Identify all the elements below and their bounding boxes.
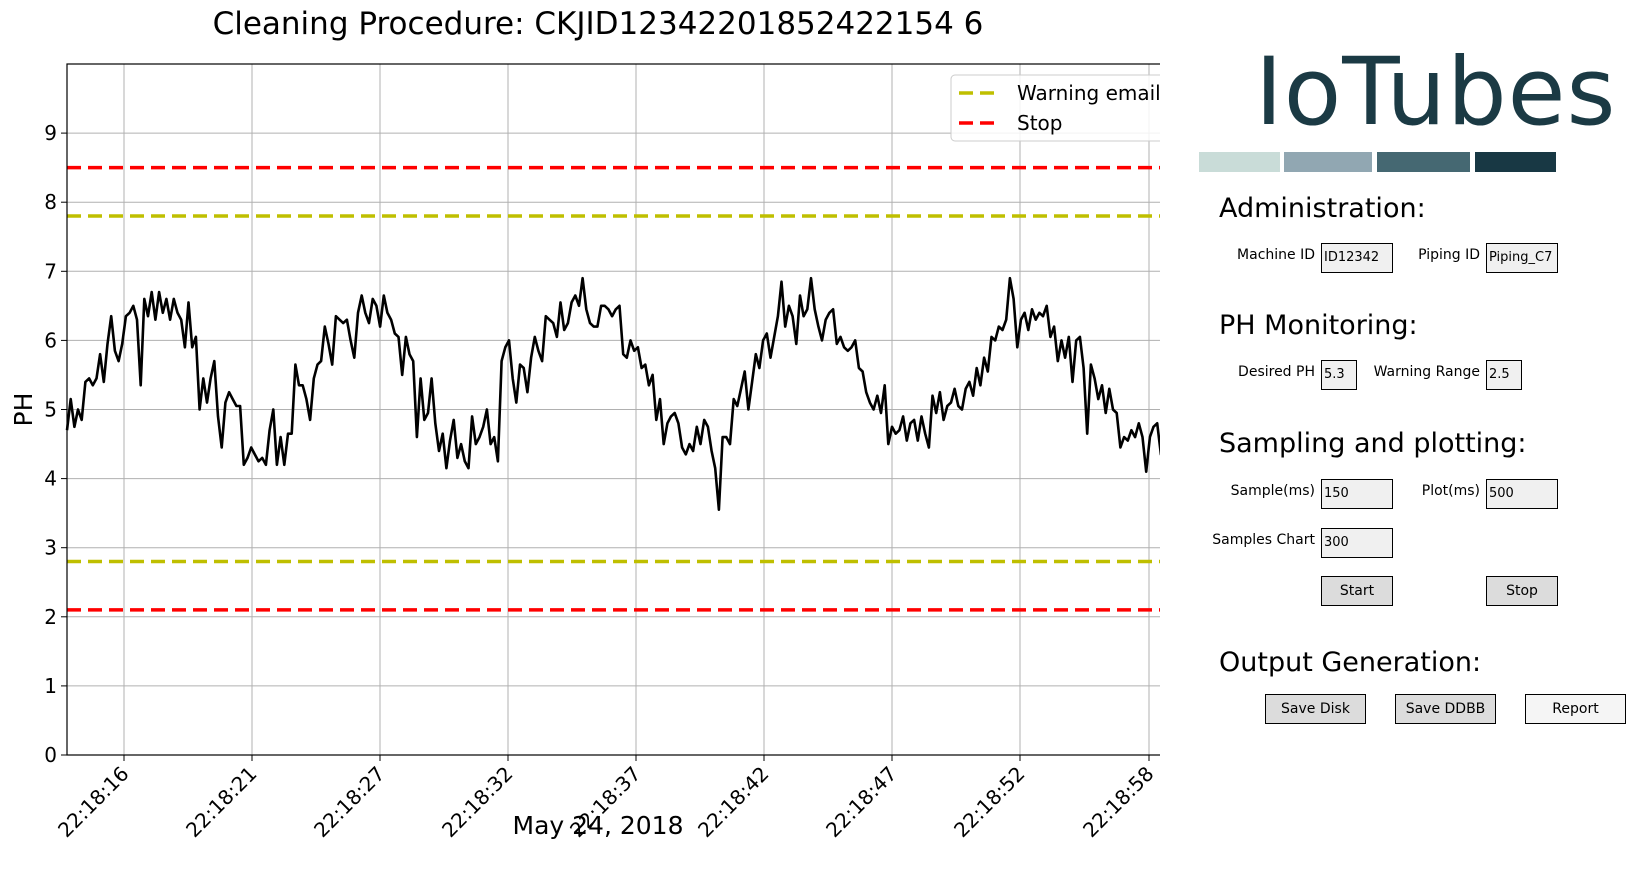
y-axis-ticks: 0 1 2 3 4 5 6 7 8 9 (44, 121, 67, 767)
plot-ms-label: Plot(ms) (1421, 483, 1480, 499)
piping-id-label: Piping ID (1418, 247, 1480, 263)
plot-ms-field[interactable]: 500 (1486, 479, 1558, 509)
save-disk-button[interactable]: Save Disk (1265, 694, 1366, 724)
x-tick-label: 22:18:16 (53, 762, 133, 842)
piping-id-field[interactable]: Piping_C7 (1486, 243, 1558, 273)
y-tick-label: 9 (44, 121, 57, 145)
machine-id-label: Machine ID (1237, 247, 1315, 263)
logo-swatch-2 (1284, 152, 1372, 172)
samples-chart-label: Samples Chart (1212, 532, 1315, 548)
chart-legend: Warning email Stop (950, 74, 1160, 142)
x-axis-label: May 24, 2018 (513, 811, 684, 840)
logo-swatch-4 (1475, 152, 1556, 172)
save-ddbb-button[interactable]: Save DDBB (1395, 694, 1496, 724)
x-tick-label: 22:18:47 (821, 762, 901, 842)
y-tick-label: 7 (44, 259, 57, 283)
ph-monitoring-title: PH Monitoring: (1219, 310, 1418, 341)
ph-chart: Cleaning Procedure: CKJID123422018524221… (9, 6, 1160, 842)
stop-button[interactable]: Stop (1486, 576, 1558, 606)
start-button[interactable]: Start (1321, 576, 1393, 606)
x-tick-label: 22:18:27 (309, 762, 389, 842)
chart-title: Cleaning Procedure: CKJID123422018524221… (213, 6, 984, 42)
threshold-lines (67, 165, 1160, 612)
ph-line (65, 276, 1160, 511)
x-tick-label: 22:18:58 (1078, 762, 1158, 842)
y-tick-label: 2 (44, 605, 57, 629)
legend-label: Stop (1017, 111, 1062, 135)
chart-grid (67, 64, 1160, 756)
logo-swatch-1 (1199, 152, 1280, 172)
desired-ph-field[interactable]: 5.3 (1321, 360, 1357, 390)
samples-chart-field[interactable]: 300 (1321, 528, 1393, 558)
sampling-title: Sampling and plotting: (1219, 428, 1527, 459)
y-tick-label: 5 (44, 398, 57, 422)
report-button[interactable]: Report (1525, 694, 1626, 724)
y-tick-label: 8 (44, 190, 57, 214)
y-tick-label: 6 (44, 328, 57, 352)
sample-ms-label: Sample(ms) (1230, 483, 1315, 499)
output-title: Output Generation: (1219, 647, 1482, 678)
warning-range-field[interactable]: 2.5 (1486, 360, 1522, 390)
ph-series (65, 276, 1160, 511)
sample-ms-field[interactable]: 150 (1321, 479, 1393, 509)
legend-label: Warning email (1017, 81, 1160, 105)
y-tick-label: 4 (44, 467, 57, 491)
x-tick-label: 22:18:42 (693, 762, 773, 842)
y-tick-label: 1 (44, 674, 57, 698)
legend-box (950, 74, 1160, 142)
administration-title: Administration: (1219, 193, 1426, 224)
y-tick-label: 0 (44, 743, 57, 767)
y-tick-label: 3 (44, 536, 57, 560)
x-tick-label: 22:18:32 (437, 762, 517, 842)
y-axis-label: PH (9, 393, 38, 427)
machine-id-field[interactable]: ID12342 (1321, 243, 1393, 273)
x-tick-label: 22:18:52 (949, 762, 1029, 842)
x-tick-label: 22:18:21 (181, 762, 261, 842)
desired-ph-label: Desired PH (1238, 364, 1315, 380)
logo-swatch-3 (1377, 152, 1470, 172)
warning-range-label: Warning Range (1373, 364, 1480, 380)
logo-wordmark: IoTubes (1255, 38, 1617, 147)
iotubes-logo: IoTubes (1199, 46, 1635, 178)
